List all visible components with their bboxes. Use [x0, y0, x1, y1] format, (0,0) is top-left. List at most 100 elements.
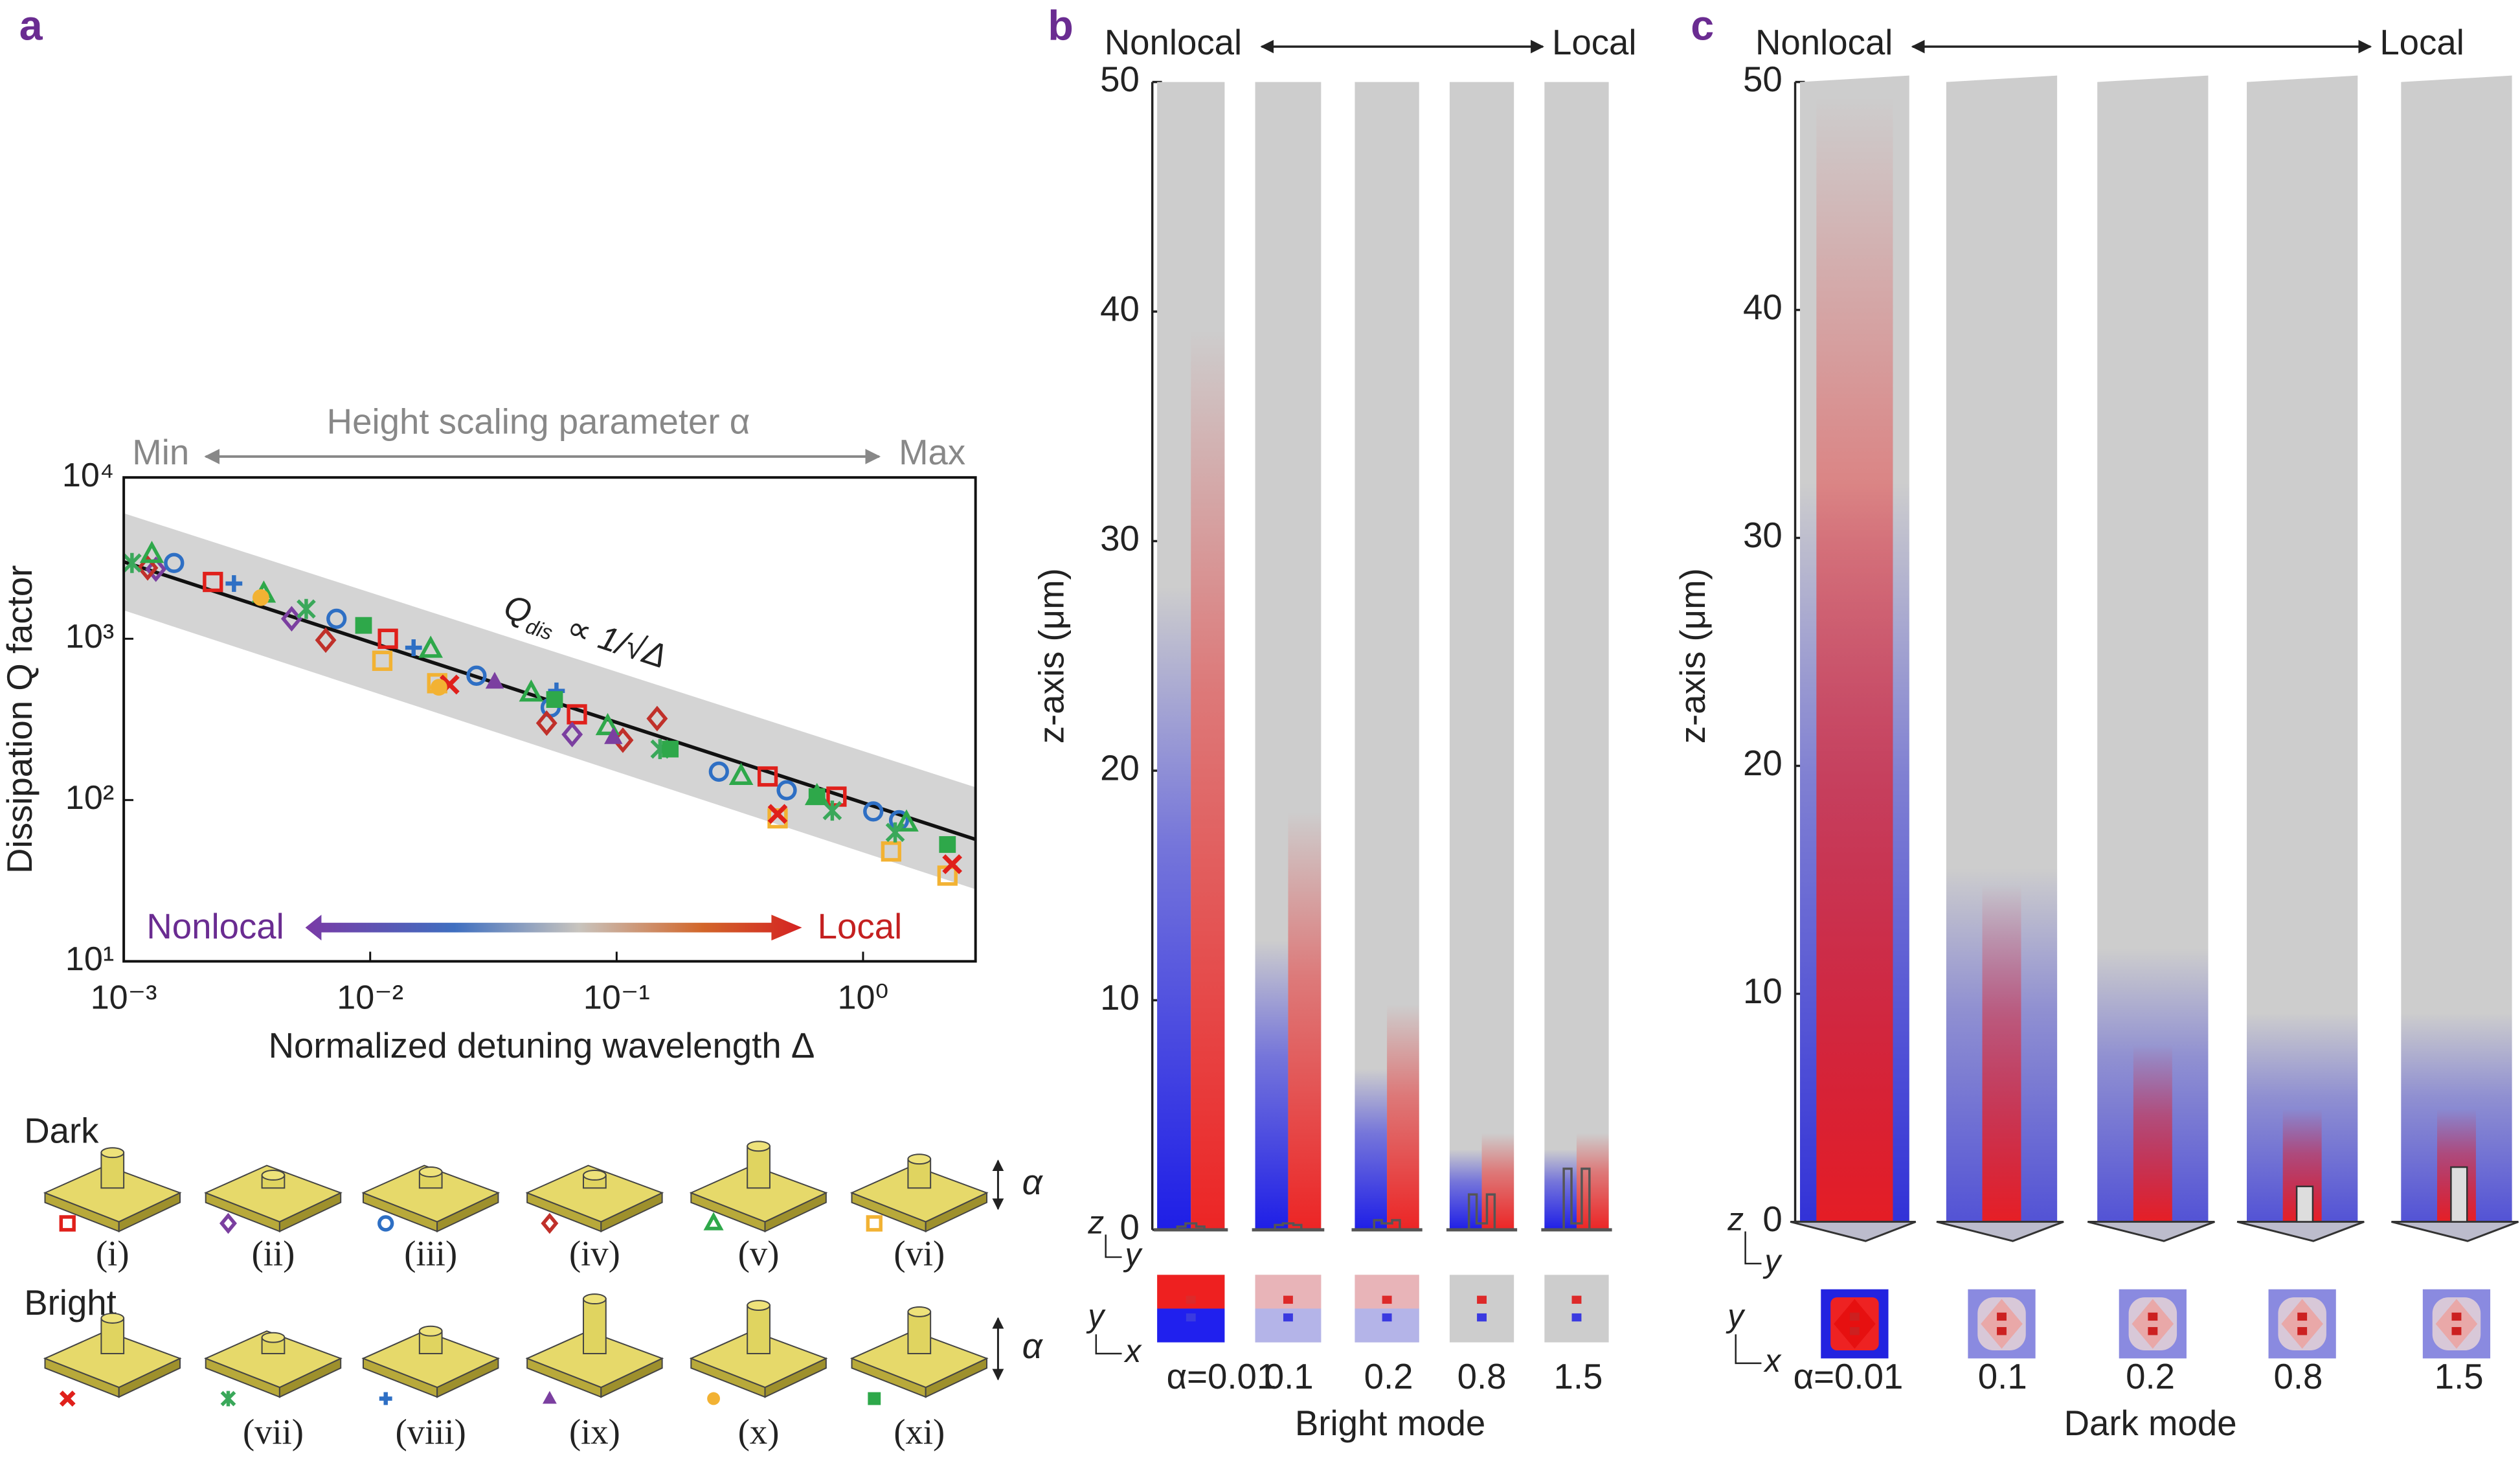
marker	[59, 1391, 76, 1407]
field-red	[1191, 329, 1225, 1230]
structure-icon	[689, 1141, 828, 1232]
resonator	[583, 1298, 607, 1354]
marker	[866, 1215, 883, 1232]
marker	[137, 555, 159, 581]
y-tick-label: 40	[1743, 288, 1783, 327]
y-tick-label: 0	[1119, 1207, 1139, 1247]
marker	[881, 841, 901, 862]
category-label: 1.5	[1554, 1357, 1603, 1396]
annotation: Height scaling parameter α	[327, 402, 750, 442]
marker	[703, 1212, 724, 1231]
annotation: Local	[818, 907, 903, 946]
y-tick-label: 30	[1100, 519, 1140, 558]
axis-glyph: y	[1726, 1297, 1746, 1334]
header-left: Nonlocal	[1755, 23, 1893, 62]
x-tick-label: 10⁰	[838, 979, 889, 1017]
annotation: Nonlocal	[146, 907, 284, 946]
inset-dot	[2297, 1327, 2308, 1335]
field-column	[1544, 82, 1609, 1230]
category-label: α=0.01	[1794, 1357, 1904, 1396]
header-right: Local	[2379, 23, 2464, 62]
inset-core	[1834, 1299, 1876, 1349]
category-label: α=0.01	[1167, 1357, 1277, 1396]
y-tick-label: 10³	[65, 618, 114, 655]
marker	[595, 712, 620, 736]
legend-label: (i)	[96, 1234, 129, 1273]
plate-top	[689, 1164, 828, 1223]
structure-icon	[525, 1164, 664, 1232]
marker	[203, 571, 223, 593]
legend-label: (iv)	[569, 1234, 620, 1273]
legend-label: (v)	[738, 1234, 780, 1273]
axis-glyph-arrow	[1735, 1334, 1762, 1365]
structure-icon	[849, 1153, 989, 1232]
plate-top	[361, 1164, 501, 1223]
category-label: 0.1	[1978, 1357, 2027, 1396]
x-tick-label: 10⁻¹	[583, 979, 650, 1017]
inset-core	[2132, 1299, 2174, 1349]
field-red	[1288, 812, 1322, 1230]
inset-core	[2435, 1299, 2478, 1349]
y-tick-label: 30	[1743, 516, 1783, 555]
category-label: 1.5	[2435, 1357, 2484, 1396]
marker	[728, 762, 754, 785]
structure	[2450, 1166, 2468, 1223]
marker	[372, 650, 393, 671]
structure-icon	[849, 1306, 989, 1398]
marker	[546, 691, 563, 708]
y-tick-label: 10	[1100, 978, 1140, 1017]
marker	[139, 540, 164, 563]
inset-core	[1981, 1299, 2023, 1349]
y-tick-label: 50	[1743, 60, 1783, 99]
inset-dot	[1849, 1327, 1860, 1335]
substrate	[1936, 1220, 2064, 1242]
field-column	[2247, 75, 2358, 1222]
structure-icon	[361, 1164, 501, 1232]
marker	[707, 1392, 720, 1405]
x-axis-label: Dark mode	[2064, 1403, 2237, 1443]
inset-dot	[1283, 1313, 1293, 1322]
structure-icon	[525, 1293, 664, 1398]
field-column	[1355, 82, 1419, 1230]
marker	[894, 809, 919, 832]
marker	[377, 628, 398, 649]
marker	[662, 740, 679, 758]
inset-dot	[2451, 1312, 2462, 1321]
marker	[377, 1215, 394, 1232]
legend-label: (viii)	[396, 1412, 466, 1451]
marker	[485, 672, 504, 689]
axis-glyph: y	[1086, 1297, 1106, 1334]
y-tick-label: 10¹	[65, 940, 114, 978]
inset-dot	[1849, 1312, 1860, 1321]
axis-glyph: x	[1763, 1343, 1782, 1379]
marker	[767, 808, 788, 829]
inset-dot	[1382, 1295, 1392, 1304]
axis-glyph-arrow	[1095, 1334, 1122, 1355]
y-tick-label: 10	[1743, 971, 1783, 1011]
axis-glyph: z	[1087, 1205, 1104, 1241]
header-right: Local	[1552, 23, 1637, 62]
marker	[252, 589, 269, 606]
category-label: 0.2	[1364, 1357, 1413, 1396]
resonator-top	[583, 1293, 607, 1305]
x-axis-label: Normalized detuning wavelength Δ	[269, 1026, 815, 1065]
plate-top	[204, 1330, 343, 1389]
field-column	[2401, 75, 2512, 1222]
structure	[2295, 1185, 2314, 1223]
structure-icon	[43, 1312, 182, 1398]
inset-dot	[1186, 1295, 1196, 1304]
marker	[297, 598, 316, 619]
legend-label: (vii)	[243, 1412, 304, 1451]
y-tick-label: 20	[1743, 744, 1783, 783]
resonator-top	[907, 1153, 932, 1165]
resonator-top	[100, 1147, 125, 1159]
inset-dot	[1571, 1313, 1582, 1322]
marker	[541, 1212, 559, 1234]
legend-row-label: Bright	[24, 1283, 117, 1323]
field-red	[1982, 884, 2021, 1222]
structure-icon	[689, 1300, 828, 1398]
marker	[776, 780, 797, 801]
marker	[567, 704, 587, 725]
inset-core	[2281, 1299, 2323, 1349]
